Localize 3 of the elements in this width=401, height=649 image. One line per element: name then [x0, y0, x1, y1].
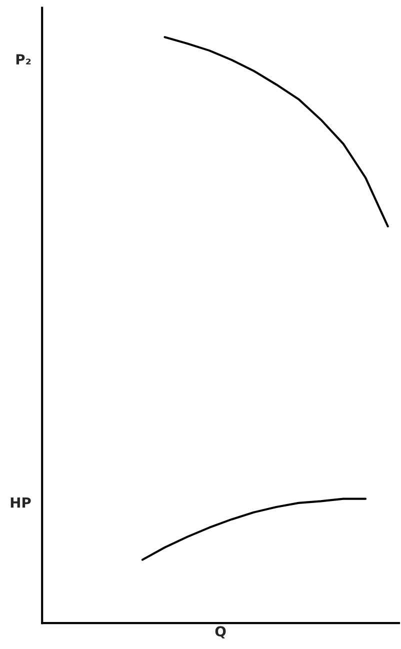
- x-axis-title: Q: [215, 626, 226, 638]
- text: P₂: [16, 54, 31, 64]
- text: HP: [10, 497, 31, 508]
